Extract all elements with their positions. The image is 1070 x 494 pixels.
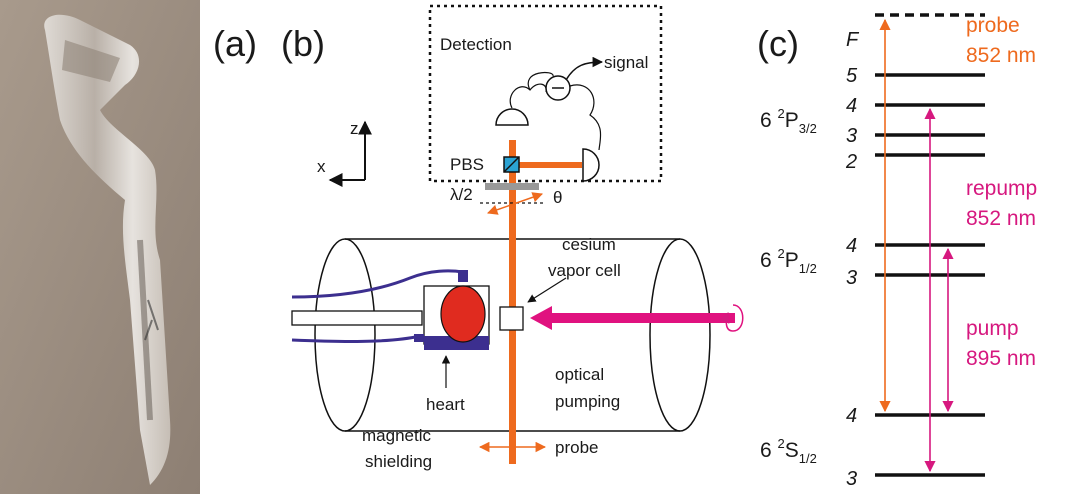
transition-name: pump (966, 317, 1019, 340)
pumping-label: pumping (555, 392, 620, 411)
detection-label: Detection (440, 35, 512, 54)
level-label: 3 (846, 468, 857, 490)
panel-label: (c) (757, 23, 799, 64)
tube (291, 310, 423, 326)
pbs-label: PBS (450, 155, 484, 174)
level-label: 2 (845, 151, 857, 173)
probe-label: probe (555, 438, 598, 457)
cell-label: cesium (562, 235, 616, 254)
sensor (458, 270, 468, 282)
angle-label: θ (553, 188, 562, 207)
probe-beam (509, 140, 516, 464)
glass-cell-photo (44, 14, 171, 486)
polarization-arrow (487, 192, 543, 215)
level-label: 3 (846, 125, 857, 147)
waveplate-label: λ/2 (450, 185, 473, 204)
shielding-label: shielding (365, 452, 432, 471)
wires (509, 71, 602, 151)
level-label: 4 (846, 405, 857, 427)
level-label: 4 (846, 95, 857, 117)
transition-wavelength: 852 nm (966, 44, 1036, 67)
level-label: 3 (846, 267, 857, 289)
term-label: 6 2P3/2 (760, 106, 817, 136)
shielding-label: magnetic (362, 426, 431, 445)
pbs-diagonal (503, 156, 520, 173)
energy-levels (875, 73, 985, 477)
panel-label: (a) (213, 23, 257, 64)
transition-name: probe (966, 14, 1020, 37)
transition-wavelength: 895 nm (966, 347, 1036, 370)
transition-name: repump (966, 177, 1037, 200)
term-label: 6 2S1/2 (760, 436, 817, 466)
pumping-label: optical (555, 365, 604, 384)
heart (440, 285, 486, 343)
f-label: F (846, 29, 860, 51)
transition-wavelength: 852 nm (966, 207, 1036, 230)
sensor-cables (291, 269, 464, 343)
pump-arrowhead (530, 306, 552, 330)
panel-label: (b) (281, 23, 325, 64)
vapor-cell (499, 306, 524, 331)
signal-arrow (565, 56, 604, 81)
axis-label: x (317, 157, 326, 176)
heart-connector (414, 334, 424, 342)
level-label: 5 (846, 65, 858, 87)
heart-label: heart (426, 395, 465, 414)
circular-polarization (719, 304, 744, 332)
signal-label: signal (604, 53, 648, 72)
cell-label: vapor cell (548, 261, 621, 280)
axis-label: z (350, 119, 359, 138)
level-label: 4 (846, 235, 857, 257)
term-label: 6 2P1/2 (760, 246, 817, 276)
cell-pointer (527, 277, 567, 303)
probe-beam-split (516, 162, 582, 168)
pump-beam (548, 313, 735, 323)
waveplate (485, 183, 539, 190)
